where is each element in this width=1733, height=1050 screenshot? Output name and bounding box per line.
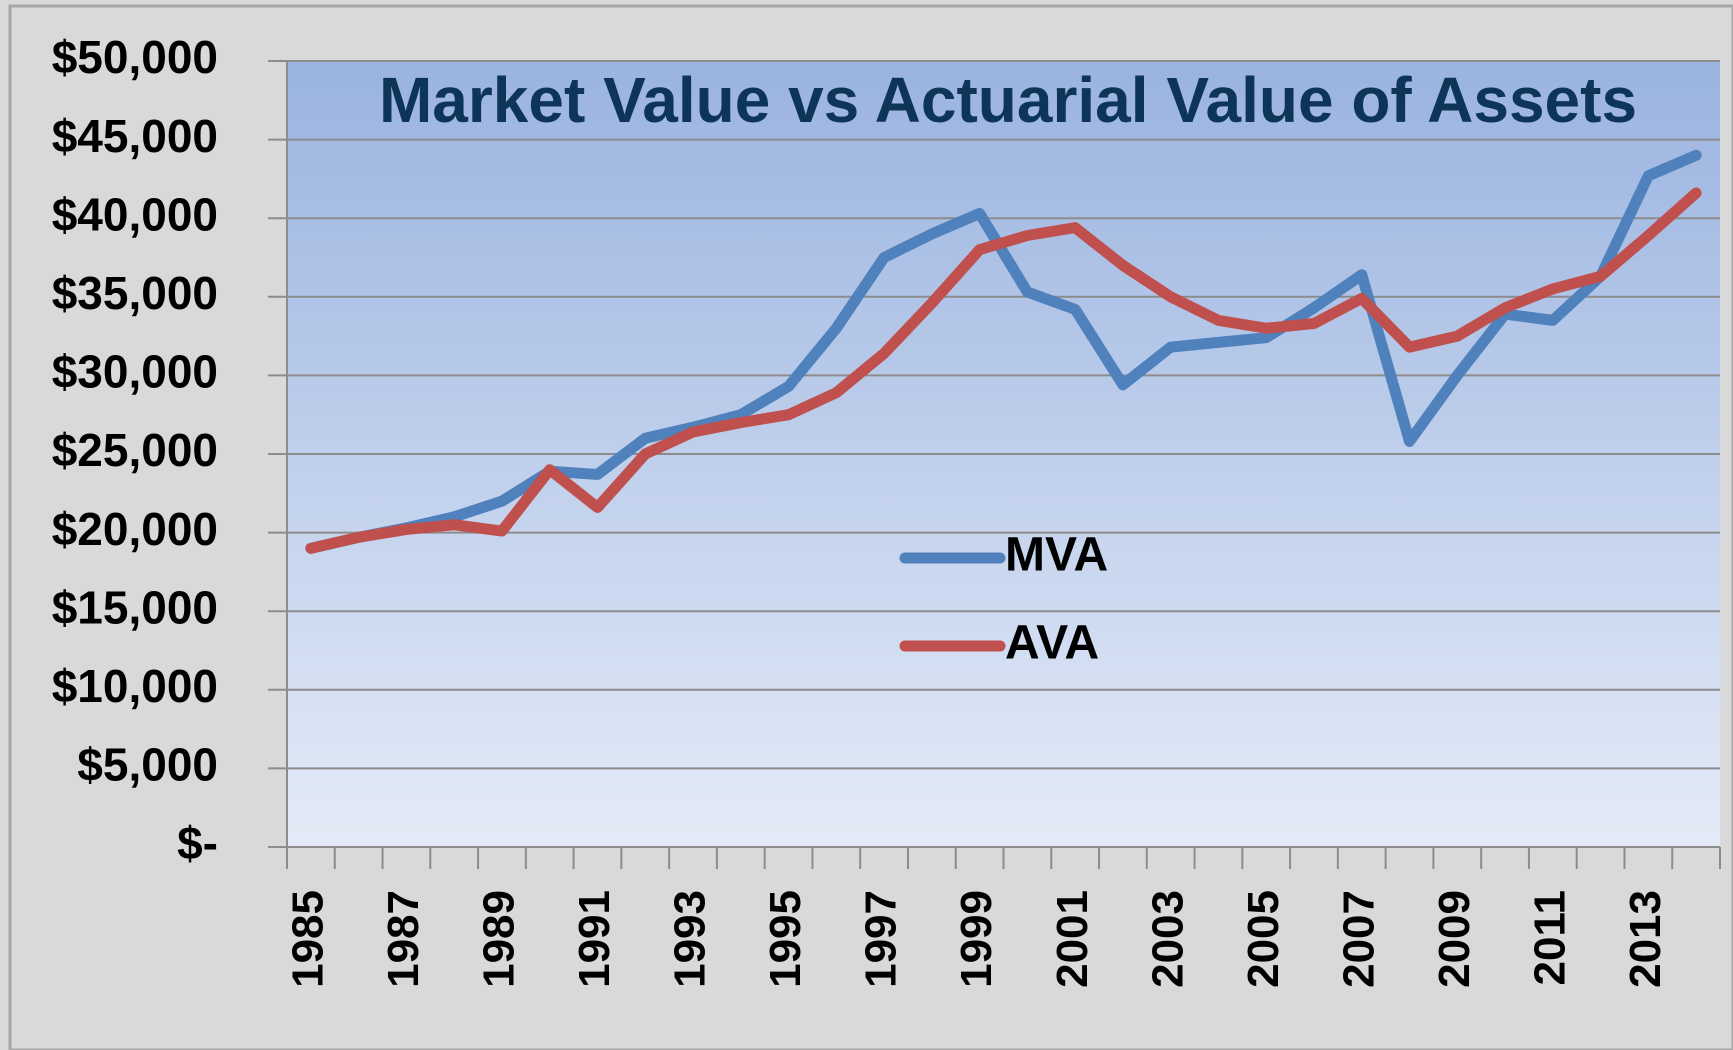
- x-tick-label: 2011: [1525, 890, 1574, 985]
- x-tick-label: 2005: [1239, 890, 1288, 988]
- legend-label: MVA: [1005, 529, 1108, 582]
- chart-border: [8, 4, 1733, 1050]
- y-tick-label: $10,000: [52, 660, 218, 712]
- x-tick-label: 1995: [761, 890, 810, 988]
- y-tick-label: $35,000: [52, 267, 218, 319]
- x-tick-label: 1999: [952, 890, 1001, 988]
- y-tick-label: $15,000: [52, 581, 218, 633]
- marks: [305, 149, 1702, 554]
- x-tick-label: 1989: [475, 890, 524, 988]
- series-line: [305, 187, 1702, 554]
- chart-title: Market Value vs Actuarial Value of Asset…: [379, 64, 1637, 136]
- y-tick-label: $50,000: [52, 31, 218, 83]
- x-tick-label: 1997: [857, 890, 906, 988]
- x-tick-label: 2003: [1143, 890, 1192, 988]
- x-tick-label: 1993: [666, 890, 715, 988]
- y-tick-label: $20,000: [52, 503, 218, 555]
- x-tick-label: 1985: [284, 890, 333, 988]
- x-tick-label: 2001: [1048, 890, 1097, 988]
- y-tick-label: $30,000: [52, 346, 218, 398]
- y-tick-label: $40,000: [52, 188, 218, 240]
- grid: [268, 60, 1721, 869]
- x-tick-label: 2007: [1334, 890, 1383, 988]
- y-tick-label: $-: [177, 817, 218, 869]
- x-tick-label: 1987: [379, 890, 428, 988]
- x-tick-label: 1991: [570, 890, 619, 988]
- y-tick-label: $45,000: [52, 110, 218, 162]
- y-tick-label: $5,000: [77, 739, 218, 791]
- y-tick-label: $25,000: [52, 424, 218, 476]
- legend-label: AVA: [1005, 617, 1099, 670]
- x-tick-label: 2009: [1430, 890, 1479, 988]
- x-tick-label: 2013: [1621, 890, 1670, 988]
